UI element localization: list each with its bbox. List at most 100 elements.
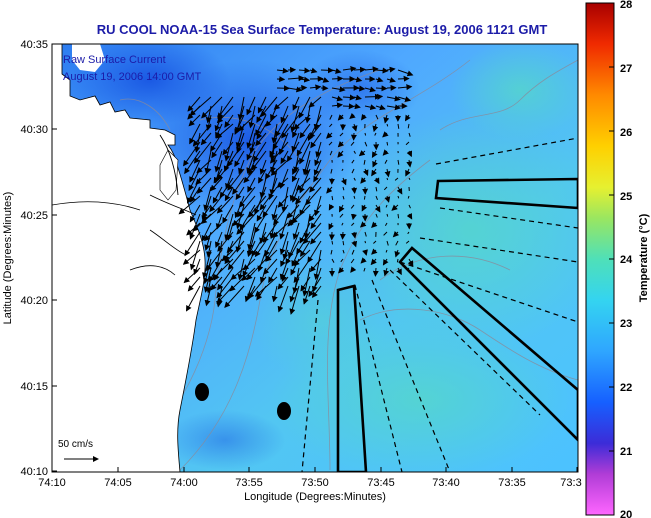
current-vector [291,186,300,203]
surface-current-vectors [178,66,414,315]
inset-text-line1: Raw Surface Current [63,54,166,66]
current-vector [320,77,330,83]
current-vector [351,240,358,248]
current-vector [210,276,223,291]
current-vector [339,132,344,137]
current-vector [287,86,303,93]
current-vector [371,248,378,255]
current-vector [237,258,245,281]
current-vector [331,95,344,102]
current-vector [386,240,389,246]
current-vector [256,204,267,222]
current-vector [273,204,289,226]
current-vector [189,123,201,145]
current-vector [350,204,355,209]
current-vector [254,213,267,234]
current-vector [292,123,300,139]
current-vector [397,96,412,102]
survey-boxes [336,177,578,472]
current-vector [291,204,311,224]
current-vector [408,132,411,137]
current-vector [227,249,245,271]
current-vector [363,159,366,165]
current-vector [259,267,267,284]
current-vector [187,96,201,112]
current-vector [383,267,390,277]
current-vector [265,159,278,180]
current-vector [331,240,334,245]
current-vector [395,240,399,246]
current-vector [178,195,201,215]
current-vector [384,195,391,203]
current-vector [359,221,367,228]
current-vector [184,231,201,257]
current-vector [309,84,322,91]
current-vector [257,96,267,114]
x-tick-label: 74:05 [104,477,132,489]
current-vector [187,276,201,292]
current-vector [292,222,300,240]
current-vector [235,123,245,149]
current-vector [342,94,356,101]
colorbar-tick-label: 28 [620,0,632,11]
current-vector [341,222,344,226]
current-vector [364,86,376,93]
current-vector [205,105,212,124]
current-vector [314,150,322,167]
colorbar-label: Temperature (°C) [638,213,650,302]
current-vector [375,186,378,192]
colorbar-tick-label: 26 [620,127,632,139]
colorbar-tick-label: 25 [620,191,632,203]
current-vector [247,285,256,301]
current-vector [280,150,289,165]
current-vector [255,114,267,136]
current-vector [371,168,377,177]
current-vector [238,159,245,175]
current-vector [256,105,267,123]
current-vector [234,195,245,219]
current-vector [407,258,414,267]
y-tick-label: 40:30 [20,124,48,136]
current-vector [238,186,256,208]
current-vector [342,66,357,72]
current-vector [216,276,234,299]
current-vector [290,105,300,133]
current-vector [237,96,245,121]
current-vector [259,159,267,175]
current-vector [353,66,366,73]
current-vector [325,132,333,139]
current-vector [310,231,322,245]
current-vector [299,141,311,165]
current-vector [229,276,245,292]
current-vector [202,249,212,279]
current-vector [291,168,300,183]
current-vector [204,285,212,307]
current-vector [296,132,311,157]
current-vector [309,67,318,74]
current-vector [382,131,389,138]
x-tick-label: 73:50 [301,477,329,489]
current-vector [289,276,300,303]
current-vector [375,195,378,200]
current-vector [305,186,322,206]
current-vector [372,267,379,277]
current-vector [342,249,345,254]
current-vector [364,66,379,73]
current-vector [386,213,389,217]
current-vector [351,159,355,164]
current-vector [203,258,212,285]
current-vector [311,285,322,298]
x-tick-label: 74:00 [170,477,198,489]
current-vector [287,75,305,82]
current-vector [382,258,389,266]
current-vector [281,114,300,139]
current-vector [392,230,400,238]
current-vector [263,258,278,275]
current-vector [291,132,300,153]
current-vector [292,159,300,176]
current-vector [183,267,201,284]
current-vector [258,168,267,184]
current-vector [361,204,368,212]
current-vector [338,266,345,274]
